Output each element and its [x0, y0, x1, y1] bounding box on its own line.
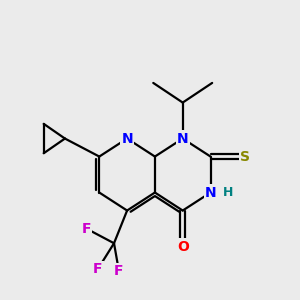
Text: S: S — [240, 149, 250, 164]
Text: F: F — [82, 221, 91, 236]
Text: O: O — [177, 239, 189, 254]
Text: N: N — [121, 131, 133, 146]
Text: F: F — [114, 264, 124, 278]
Text: N: N — [205, 185, 216, 200]
Text: F: F — [93, 262, 102, 276]
Text: N: N — [177, 131, 188, 146]
Text: H: H — [223, 186, 234, 199]
